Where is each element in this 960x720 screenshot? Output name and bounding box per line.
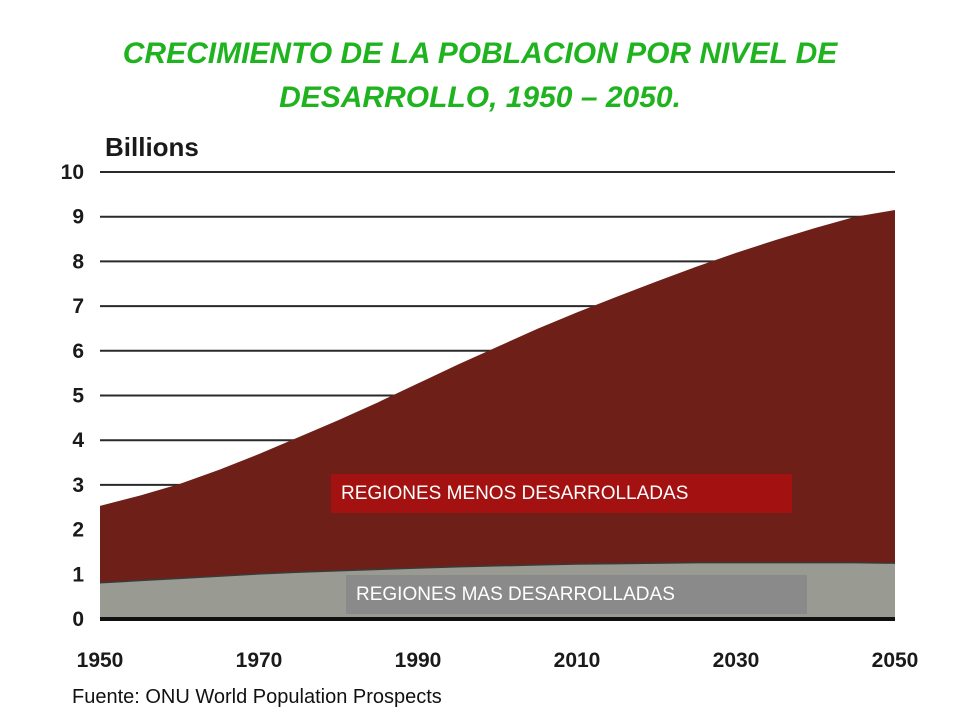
boundary-more-developed xyxy=(99,561,896,584)
chart-title-line-2: DESARROLLO, 1950 – 2050. xyxy=(279,81,681,114)
x-tick-1970: 1970 xyxy=(236,649,283,672)
y-tick-8: 8 xyxy=(72,250,84,273)
legend-less-developed: REGIONES MENOS DESARROLLADAS xyxy=(331,474,792,513)
x-tick-1990: 1990 xyxy=(395,649,442,672)
y-tick-9: 9 xyxy=(72,206,84,229)
legend-more-developed: REGIONES MAS DESARROLLADAS xyxy=(346,575,807,614)
y-axis-unit-label: Billions xyxy=(105,132,199,162)
y-tick-0: 0 xyxy=(72,608,84,631)
y-tick-2: 2 xyxy=(72,519,84,542)
x-tick-2010: 2010 xyxy=(554,649,601,672)
chart-title-line-1: CRECIMIENTO DE LA POBLACION POR NIVEL DE xyxy=(122,37,838,70)
y-tick-10: 10 xyxy=(61,161,84,184)
y-tick-4: 4 xyxy=(72,429,84,452)
source-note: Fuente: ONU World Population Prospects xyxy=(72,686,442,708)
y-tick-5: 5 xyxy=(72,385,84,408)
y-tick-7: 7 xyxy=(72,295,84,318)
y-tick-3: 3 xyxy=(72,474,84,497)
x-tick-2030: 2030 xyxy=(713,649,760,672)
x-tick-1950: 1950 xyxy=(77,649,124,672)
x-tick-2050: 2050 xyxy=(872,649,919,672)
y-tick-6: 6 xyxy=(72,340,84,363)
y-tick-1: 1 xyxy=(72,563,84,586)
chart-title: CRECIMIENTO DE LA POBLACION POR NIVEL DE… xyxy=(40,32,920,120)
